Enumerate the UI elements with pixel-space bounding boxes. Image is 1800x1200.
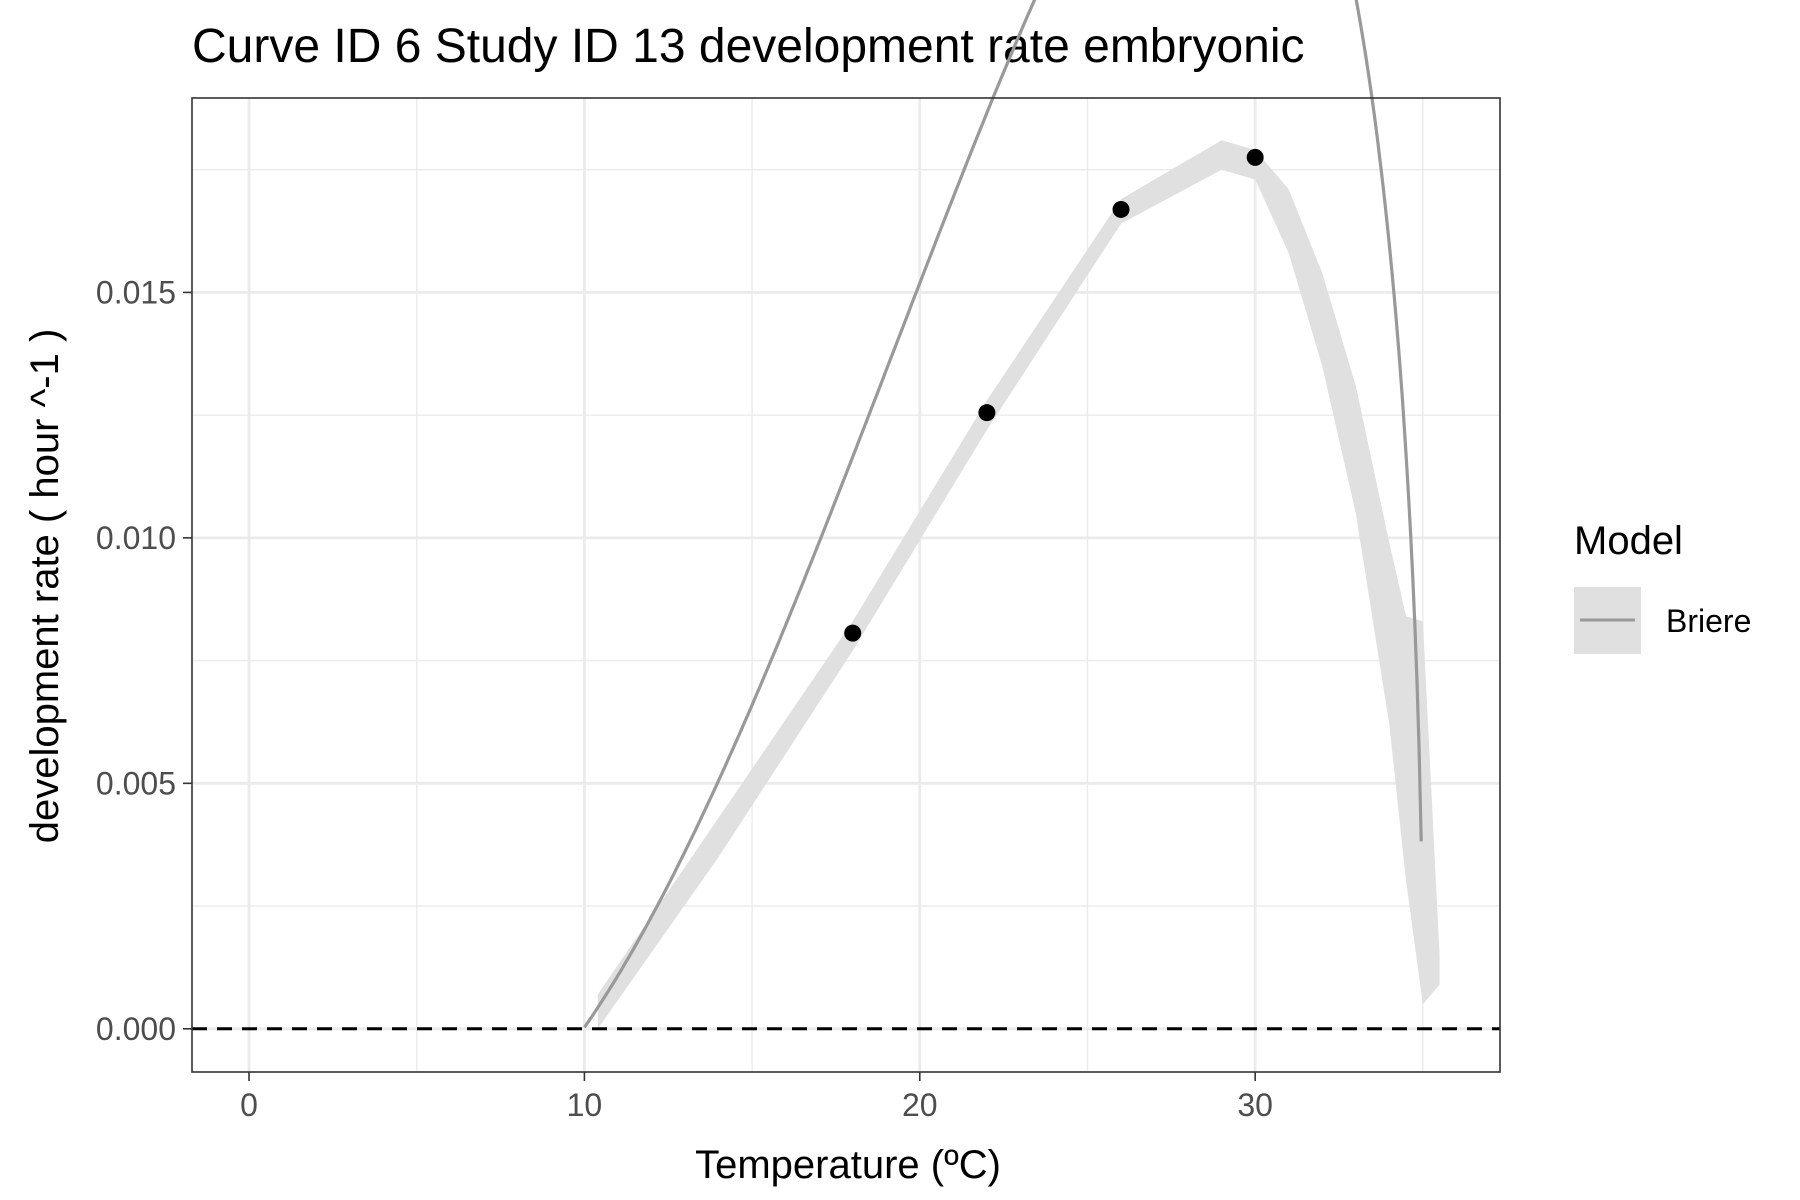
y-tick-label-3: 0.015 xyxy=(96,274,176,310)
y-tick-label-0: 0.000 xyxy=(96,1011,176,1047)
data-point-2 xyxy=(1112,200,1130,218)
data-point-1 xyxy=(978,404,996,422)
panel-frame xyxy=(191,97,1501,1073)
y-tick-label-1: 0.005 xyxy=(96,765,176,801)
y-axis-label: development rate ( hour ^-1 ) xyxy=(23,329,67,844)
data-point-3 xyxy=(1246,148,1264,166)
data-point-0 xyxy=(844,624,862,642)
legend-entry-briere: Briere xyxy=(1666,603,1751,639)
legend-title: Model xyxy=(1574,519,1683,563)
panel-background xyxy=(192,98,1500,1072)
chart-title: Curve ID 6 Study ID 13 development rate … xyxy=(192,20,1305,73)
y-tick-label-2: 0.010 xyxy=(96,520,176,556)
series-line-briere xyxy=(583,0,1423,1029)
legend: Model Briere xyxy=(1574,519,1751,654)
plot-area: 0 10 20 30 0.000 0.005 0.010 0.015 xyxy=(96,0,1501,1123)
x-axis-label: Temperature (ºC) xyxy=(695,1143,1001,1187)
x-tick-label-2: 20 xyxy=(902,1087,938,1123)
x-tick-label-3: 30 xyxy=(1237,1087,1273,1123)
x-tick-label-0: 0 xyxy=(240,1087,258,1123)
x-tick-label-1: 10 xyxy=(567,1087,603,1123)
